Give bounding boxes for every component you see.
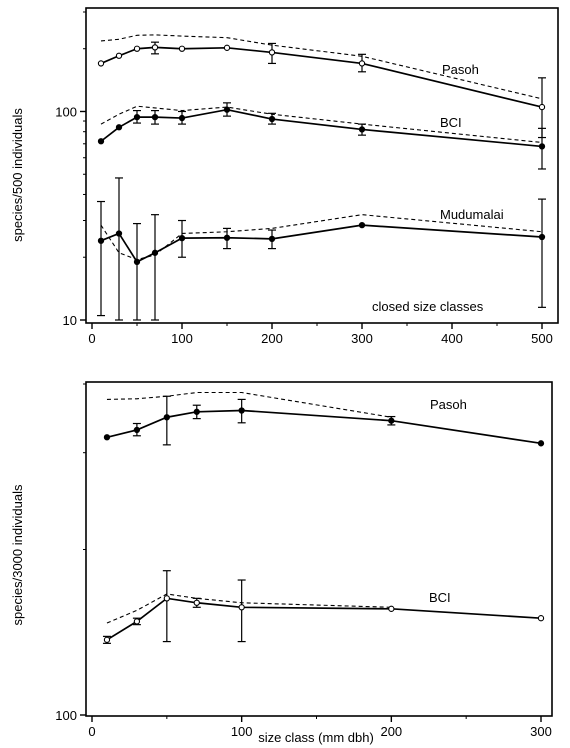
data-point (223, 234, 231, 241)
data-point (193, 408, 200, 415)
data-point (178, 234, 186, 242)
data-point (133, 113, 141, 121)
data-point (358, 60, 366, 67)
series-pasoh: Pasoh (97, 34, 546, 139)
data-point (151, 113, 159, 121)
data-point (103, 636, 111, 643)
x-tick-label: 100 (231, 724, 253, 739)
top-plot-frame (85, 7, 559, 324)
data-point (115, 230, 123, 237)
series-label-pasoh: Pasoh (430, 397, 467, 412)
x-tick-label: 500 (531, 331, 553, 346)
data-point (163, 414, 170, 421)
series-pasoh: Pasoh (103, 391, 545, 447)
data-point (133, 45, 141, 52)
data-point (268, 235, 276, 243)
data-point (223, 106, 231, 113)
data-point (388, 605, 395, 612)
data-point (538, 233, 546, 241)
series-solid-line (100, 46, 543, 108)
x-tick-label: 300 (530, 724, 552, 739)
series-solid-line (100, 108, 543, 148)
data-point (238, 407, 245, 414)
bottom-x-axis-label: size class (mm dbh) (258, 730, 374, 745)
data-point (268, 115, 276, 123)
series-solid-line (100, 224, 543, 263)
data-point (537, 615, 545, 622)
data-point (538, 143, 546, 150)
series-solid-line (106, 409, 542, 445)
data-point (358, 126, 366, 133)
data-point (193, 599, 200, 606)
data-point (97, 237, 105, 244)
data-point (388, 417, 395, 424)
y-tick-label: 10 (63, 313, 77, 328)
data-point (538, 103, 546, 111)
x-tick-label: 400 (441, 331, 463, 346)
data-point (133, 426, 141, 434)
series-bci: BCI (97, 102, 546, 170)
data-point (115, 52, 123, 59)
series-label-bci: BCI (429, 590, 451, 605)
series-dashed-line (100, 105, 543, 144)
closed-size-classes-annotation: closed size classes (372, 299, 484, 314)
x-tick-label: 0 (88, 724, 95, 739)
x-tick-label: 200 (380, 724, 402, 739)
series-dashed-line (106, 391, 392, 418)
data-point (151, 249, 159, 256)
series-label-mudumalai: Mudumalai (440, 207, 504, 222)
series-label-pasoh: Pasoh (442, 62, 479, 77)
x-tick-label: 200 (261, 331, 283, 346)
y-tick-label: 100 (55, 708, 77, 723)
data-point (115, 124, 123, 131)
data-point (268, 49, 276, 56)
data-point (97, 138, 105, 145)
series-mudumalai: Mudumalai (97, 177, 546, 321)
series-solid-line (106, 597, 542, 641)
data-point (163, 595, 170, 602)
bottom-plot-frame (85, 381, 553, 717)
x-tick-label: 300 (351, 331, 373, 346)
data-point (238, 604, 245, 611)
data-point (133, 258, 141, 266)
series-bci: BCI (102, 570, 545, 644)
series-label-bci: BCI (440, 115, 462, 130)
top-y-axis-label: species/500 individuals (10, 108, 25, 242)
data-point (103, 434, 111, 441)
x-tick-label: 0 (88, 331, 95, 346)
data-point (97, 60, 105, 67)
data-point (133, 618, 141, 625)
series-dashed-line (100, 34, 543, 100)
y-tick-label: 100 (55, 104, 77, 119)
bottom-panel: 0 100 200 300 100 Pasoh BCI species/3000 indi… (10, 381, 553, 745)
data-point (223, 44, 231, 51)
data-point (151, 44, 159, 51)
data-point (178, 114, 186, 122)
bottom-y-axis-label: species/3000 individuals (10, 484, 25, 625)
data-point (358, 222, 366, 229)
x-tick-label: 100 (171, 331, 193, 346)
data-point (178, 45, 186, 52)
data-point (537, 440, 545, 447)
